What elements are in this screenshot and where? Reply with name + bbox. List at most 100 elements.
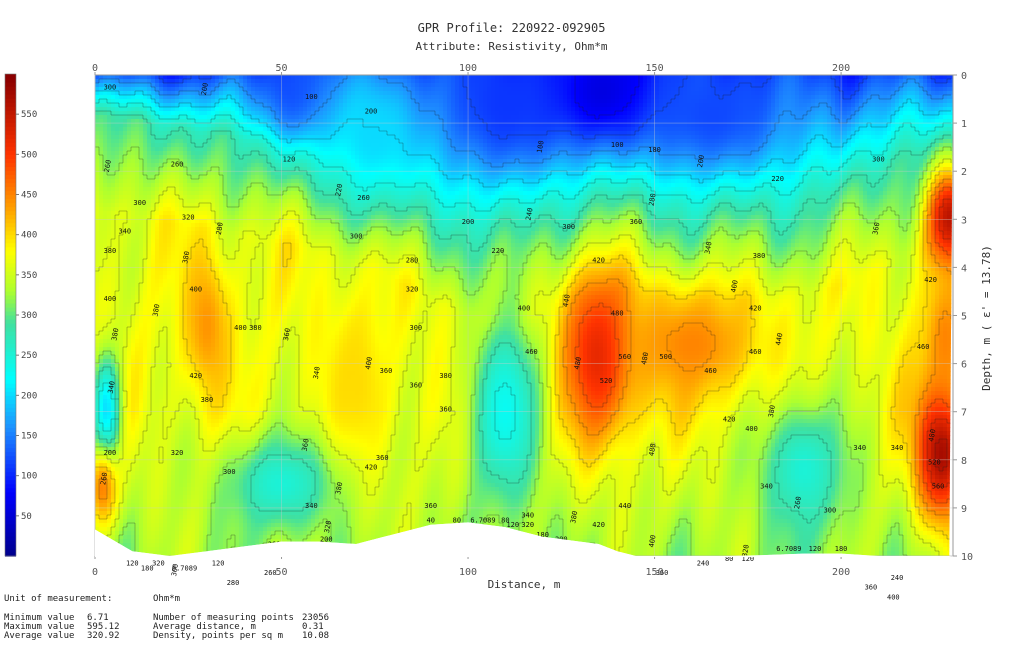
heatmap-cell xyxy=(167,107,172,112)
heatmap-cell xyxy=(747,83,752,88)
heatmap-cell xyxy=(119,151,124,156)
heatmap-cell xyxy=(407,95,412,100)
heatmap-cell xyxy=(619,107,624,112)
heatmap-cell xyxy=(603,131,608,136)
heatmap-cell xyxy=(731,139,736,144)
heatmap-cell xyxy=(911,103,916,108)
heatmap-cell xyxy=(531,119,536,124)
heatmap-cell xyxy=(375,151,380,156)
heatmap-cell xyxy=(307,91,312,96)
heatmap-cell xyxy=(847,91,852,96)
heatmap-cell xyxy=(199,75,204,80)
heatmap-cell xyxy=(271,87,276,92)
heatmap-cell xyxy=(307,131,312,136)
heatmap-cell xyxy=(655,147,660,152)
heatmap-cell xyxy=(327,135,332,140)
heatmap-cell xyxy=(871,99,876,104)
heatmap-cell xyxy=(351,75,356,80)
heatmap-cell xyxy=(379,115,384,120)
heatmap-cell xyxy=(515,111,520,116)
heatmap-cell xyxy=(139,99,144,104)
heatmap-cell xyxy=(591,151,596,156)
heatmap-cell xyxy=(587,115,592,120)
heatmap-cell xyxy=(275,131,280,136)
heatmap-cell xyxy=(935,123,940,128)
heatmap-cell xyxy=(151,107,156,112)
heatmap-cell xyxy=(475,163,480,168)
heatmap-cell xyxy=(391,79,396,84)
heatmap-cell xyxy=(439,127,444,132)
heatmap-cell xyxy=(443,155,448,160)
heatmap-cell xyxy=(167,79,172,84)
heatmap-cell xyxy=(487,147,492,152)
colorbar-strip xyxy=(5,327,16,332)
heatmap-cell xyxy=(247,163,252,168)
heatmap-cell xyxy=(503,151,508,156)
heatmap-cell xyxy=(803,147,808,152)
heatmap-cell xyxy=(771,95,776,100)
heatmap-cell xyxy=(667,155,672,160)
heatmap-cell xyxy=(351,155,356,160)
heatmap-cell xyxy=(111,75,116,80)
heatmap-cell xyxy=(435,127,440,132)
heatmap-cell xyxy=(747,115,752,120)
heatmap-cell xyxy=(271,135,276,140)
heatmap-cell xyxy=(539,111,544,116)
heatmap-cell xyxy=(571,127,576,132)
heatmap-cell xyxy=(723,91,728,96)
heatmap-cell xyxy=(475,111,480,116)
heatmap-cell xyxy=(131,91,136,96)
heatmap-cell xyxy=(247,115,252,120)
heatmap-cell xyxy=(467,95,472,100)
colorbar-strip xyxy=(5,499,16,505)
heatmap-cell xyxy=(511,155,516,160)
heatmap-cell xyxy=(507,155,512,160)
heatmap-cell xyxy=(835,83,840,88)
heatmap-cell xyxy=(207,127,212,132)
heatmap-cell xyxy=(163,151,168,156)
heatmap-cell xyxy=(767,143,772,148)
heatmap-cell xyxy=(631,91,636,96)
heatmap-cell xyxy=(255,111,260,116)
heatmap-cell xyxy=(355,159,360,164)
heatmap-cell xyxy=(127,143,132,148)
heatmap-cell xyxy=(331,159,336,164)
heatmap-cell xyxy=(499,143,504,148)
colorbar-strip xyxy=(5,114,16,119)
heatmap-cell xyxy=(399,99,404,104)
heatmap-cell xyxy=(343,131,348,136)
heatmap-cell xyxy=(479,147,484,152)
heatmap-cell xyxy=(399,123,404,128)
heatmap-cell xyxy=(331,135,336,140)
heatmap-cell xyxy=(347,75,352,80)
heatmap-cell xyxy=(723,139,728,144)
heatmap-cell xyxy=(555,151,560,156)
heatmap-cell xyxy=(615,123,620,128)
heatmap-cell xyxy=(355,151,360,156)
heatmap-cell xyxy=(507,75,512,80)
heatmap-cell xyxy=(271,83,276,88)
heatmap-cell xyxy=(823,79,828,84)
heatmap-cell xyxy=(251,131,256,136)
heatmap-cell xyxy=(719,131,724,136)
heatmap-cell xyxy=(223,107,228,112)
heatmap-cell xyxy=(243,99,248,104)
heatmap-cell xyxy=(147,159,152,164)
heatmap-cell xyxy=(735,111,740,116)
heatmap-cell xyxy=(719,111,724,116)
heatmap-cell xyxy=(587,75,592,80)
colorbar-strip xyxy=(5,483,16,489)
heatmap-cell xyxy=(499,103,504,108)
heatmap-cell xyxy=(875,99,880,104)
heatmap-cell xyxy=(731,131,736,136)
heatmap-cell xyxy=(375,163,380,168)
heatmap-cell xyxy=(899,127,904,132)
heatmap-cell xyxy=(267,75,272,80)
heatmap-cell xyxy=(451,123,456,128)
heatmap-cell xyxy=(735,91,740,96)
heatmap-cell xyxy=(895,111,900,116)
heatmap-cell xyxy=(115,131,120,136)
heatmap-cell xyxy=(659,139,664,144)
heatmap-cell xyxy=(947,103,952,108)
heatmap-cell xyxy=(623,107,628,112)
